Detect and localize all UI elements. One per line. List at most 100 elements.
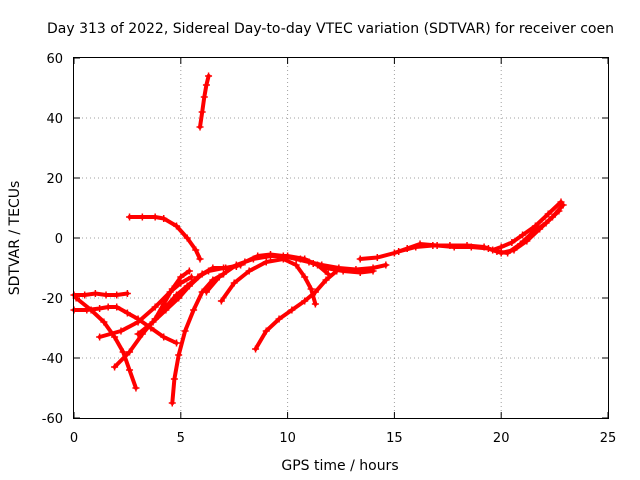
series-arc-13 xyxy=(252,267,341,353)
data-point-marker xyxy=(134,330,142,338)
series-arc-8 xyxy=(168,270,228,407)
data-point-marker xyxy=(429,242,437,249)
data-point-marker xyxy=(202,288,210,296)
data-point-marker xyxy=(254,252,262,260)
chart-title: Day 313 of 2022, Sidereal Day-to-day VTE… xyxy=(47,21,614,37)
series-arc-15 xyxy=(296,255,377,276)
x-tick-label: 20 xyxy=(493,431,510,446)
grid xyxy=(74,58,608,418)
y-tick-label: -60 xyxy=(42,412,63,427)
data-point-marker xyxy=(96,333,104,341)
data-point-marker xyxy=(181,327,189,335)
data-point-marker xyxy=(138,213,146,221)
data-point-marker xyxy=(96,305,104,312)
data-point-marker xyxy=(100,318,108,326)
data-point-marker xyxy=(215,273,223,281)
data-point-marker xyxy=(132,384,140,392)
data-point-marker xyxy=(504,249,512,257)
data-point-marker xyxy=(489,246,497,254)
x-axis-label: GPS time / hours xyxy=(281,458,398,474)
data-point-marker xyxy=(111,363,119,371)
data-point-marker xyxy=(217,297,225,305)
series-arc-5 xyxy=(72,294,140,392)
data-point-marker xyxy=(322,276,330,284)
data-point-marker xyxy=(311,288,319,296)
data-point-marker xyxy=(446,242,454,249)
x-tick-label: 25 xyxy=(600,431,617,446)
data-point-marker xyxy=(175,351,183,359)
data-point-marker xyxy=(192,246,200,254)
data-point-marker xyxy=(395,248,403,255)
data-point-marker xyxy=(369,267,377,275)
data-point-marker xyxy=(173,339,181,347)
data-point-marker xyxy=(307,285,315,293)
data-point-marker xyxy=(542,219,550,227)
data-point-marker xyxy=(301,297,309,305)
data-point-marker xyxy=(168,285,176,293)
data-point-marker xyxy=(220,264,228,272)
data-point-marker xyxy=(262,327,270,335)
data-point-marker xyxy=(322,264,330,272)
data-point-marker xyxy=(187,273,195,281)
data-point-marker xyxy=(230,279,238,287)
x-tick-label: 10 xyxy=(279,431,296,446)
data-point-marker xyxy=(102,291,110,299)
data-point-marker xyxy=(126,213,134,221)
data-point-marker xyxy=(196,123,204,131)
data-point-marker xyxy=(123,290,131,297)
y-tick-label: -20 xyxy=(42,292,63,307)
data-point-marker xyxy=(198,108,206,116)
data-point-marker xyxy=(173,222,181,230)
data-point-marker xyxy=(516,240,524,248)
data-point-marker xyxy=(117,327,125,335)
data-point-marker xyxy=(412,243,420,251)
data-point-marker xyxy=(309,260,317,267)
data-point-marker xyxy=(194,273,202,281)
x-tick-label: 5 xyxy=(177,431,185,446)
data-point-marker xyxy=(104,303,112,311)
data-point-marker xyxy=(544,210,552,218)
data-point-marker xyxy=(508,239,516,246)
data-point-marker xyxy=(519,231,527,239)
series-arc-1 xyxy=(196,72,213,131)
series-arc-18 xyxy=(489,198,565,254)
data-point-marker xyxy=(275,315,283,323)
data-point-marker xyxy=(81,291,89,299)
data-point-marker xyxy=(170,375,178,383)
data-point-marker xyxy=(162,303,170,311)
plot-frame xyxy=(73,57,609,419)
series-arc-6 xyxy=(96,273,195,341)
data-point-marker xyxy=(183,282,191,290)
data-point-marker xyxy=(252,345,260,353)
data-point-marker xyxy=(119,348,127,356)
data-point-marker xyxy=(267,251,275,258)
data-point-marker xyxy=(151,213,159,221)
data-point-marker xyxy=(196,255,204,263)
y-axis-label: SDTVAR / TECUs xyxy=(7,181,23,296)
y-tick-label: 60 xyxy=(46,52,63,67)
data-point-marker xyxy=(200,93,208,101)
data-point-marker xyxy=(279,252,287,260)
data-point-marker xyxy=(123,309,131,317)
data-point-marker xyxy=(557,198,565,206)
x-tick-label: 15 xyxy=(386,431,403,446)
data-point-marker xyxy=(356,269,364,276)
data-point-marker xyxy=(531,222,539,230)
data-point-marker xyxy=(190,306,198,314)
y-tick-label: 40 xyxy=(46,112,63,127)
data-point-marker xyxy=(87,306,95,314)
data-point-marker xyxy=(177,273,185,281)
series-line xyxy=(170,272,226,405)
data-point-marker xyxy=(373,254,381,261)
data-point-marker xyxy=(91,290,99,297)
data-point-marker xyxy=(245,267,253,275)
data-point-marker xyxy=(183,234,191,242)
series-line xyxy=(253,269,339,351)
series-arc-2 xyxy=(126,213,204,263)
data-series xyxy=(70,72,567,407)
series-arc-10 xyxy=(151,263,240,323)
data-point-marker xyxy=(390,249,398,257)
data-point-marker xyxy=(555,207,563,215)
data-point-marker xyxy=(497,243,505,251)
data-point-marker xyxy=(160,333,168,341)
